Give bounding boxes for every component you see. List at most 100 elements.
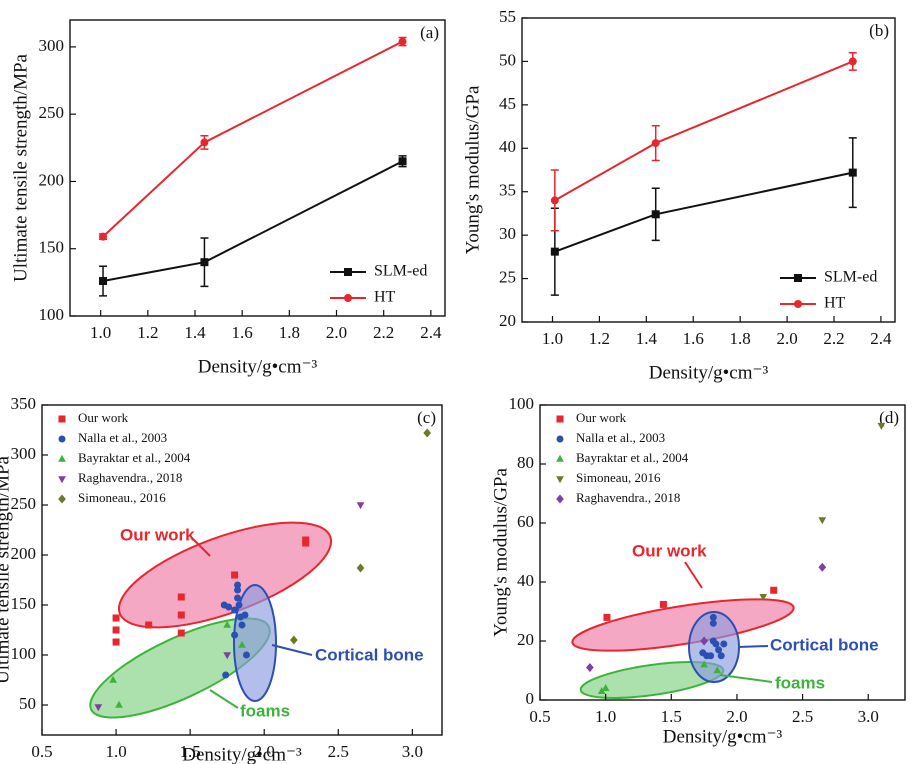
y-tick-label: 25 (499, 267, 516, 286)
marker (603, 613, 611, 621)
x-tick-label: 2.0 (254, 742, 275, 761)
y-tick-label: 0 (526, 689, 535, 708)
marker (651, 139, 660, 148)
x-tick-label: 1.4 (184, 323, 206, 342)
marker (222, 671, 230, 679)
x-tick-label: 1.8 (279, 323, 300, 342)
series-line (554, 60, 854, 202)
annotation: foams (775, 673, 825, 692)
marker (715, 646, 723, 654)
y-tick-label: 150 (39, 238, 65, 257)
x-tick-label: 2.4 (870, 329, 892, 348)
legend-label: Raghavendra., 2018 (78, 470, 182, 485)
y-tick-label: 45 (499, 94, 516, 113)
y-tick-label: 55 (499, 7, 516, 26)
y-tick-label: 35 (499, 181, 516, 200)
marker (200, 258, 209, 267)
x-tick-label: 1.0 (105, 742, 126, 761)
marker (302, 539, 310, 547)
panel-d-regions (571, 561, 795, 699)
marker (200, 138, 209, 147)
marker (556, 454, 564, 462)
x-tick-label: 2.0 (776, 329, 797, 348)
leader-line (737, 645, 769, 648)
marker (242, 651, 250, 659)
legend-label: Simoneau., 2016 (78, 490, 166, 505)
legend-label: Bayraktar et al., 2004 (78, 450, 191, 465)
x-tick-label: 2.5 (792, 707, 813, 726)
marker (58, 454, 66, 462)
marker (112, 638, 120, 646)
marker (709, 613, 717, 621)
x-tick-label: 1.0 (595, 707, 616, 726)
panel-label: (d) (879, 408, 899, 427)
leader-line (271, 644, 313, 656)
marker (58, 415, 66, 423)
y-tick-label: 100 (39, 305, 65, 324)
marker (145, 621, 153, 629)
plot-frame (69, 19, 446, 317)
marker (58, 494, 66, 504)
marker (398, 37, 407, 46)
marker (356, 563, 365, 573)
x-tick-label: 1.5 (661, 707, 682, 726)
marker (344, 294, 352, 302)
marker (112, 626, 120, 634)
x-tick-label: 0.5 (31, 742, 52, 761)
x-tick-label: 1.0 (90, 323, 111, 342)
marker (177, 611, 185, 619)
y-tick-label: 250 (11, 494, 37, 513)
marker (770, 586, 778, 594)
marker (344, 268, 352, 276)
marker (550, 247, 559, 256)
y-tick-label: 50 (19, 694, 36, 713)
leader-line (209, 689, 239, 709)
y-tick-label: 50 (499, 50, 516, 69)
plot-frame (539, 404, 906, 701)
legend-label: Simoneau, 2016 (576, 470, 661, 485)
x-tick-label: 1.8 (730, 329, 751, 348)
marker (99, 277, 108, 286)
legend-label: SLM-ed (824, 269, 877, 286)
annotation: Our work (632, 541, 707, 560)
y-tick-label: 40 (499, 137, 516, 156)
legend-label: Our work (576, 410, 627, 425)
series-line (102, 160, 404, 283)
marker (99, 232, 108, 241)
x-tick-label: 3.0 (858, 707, 879, 726)
annotation: Our work (120, 525, 195, 544)
marker (234, 594, 242, 602)
y-tick-label: 100 (509, 394, 535, 413)
marker (231, 631, 239, 639)
x-tick-label: 2.2 (823, 329, 844, 348)
x-tick-label: 1.2 (589, 329, 610, 348)
marker (556, 476, 564, 484)
x-tick-label: 1.4 (636, 329, 658, 348)
marker (112, 614, 120, 622)
y-tick-label: 200 (39, 170, 65, 189)
marker (234, 581, 242, 589)
marker (601, 684, 610, 691)
marker (713, 666, 722, 674)
marker (398, 157, 407, 166)
marker (794, 274, 802, 282)
annotation: foams (240, 701, 290, 720)
x-tick-label: 1.0 (542, 329, 563, 348)
x-tick-label: 1.6 (232, 323, 253, 342)
y-axis-title: Ultimate tensile strength/MPa (10, 53, 31, 282)
marker (818, 517, 827, 525)
y-axis-title: Young's modulus/GPa (462, 85, 483, 254)
plot-frame (41, 404, 443, 736)
marker (290, 635, 298, 645)
y-tick-label: 30 (499, 224, 516, 243)
marker (231, 606, 239, 614)
legend-label: Nalla et al., 2003 (78, 430, 167, 445)
marker (597, 686, 606, 694)
marker (586, 663, 594, 673)
marker (707, 652, 715, 660)
x-tick-label: 2.4 (420, 323, 442, 342)
legend-label: SLM-ed (374, 263, 427, 280)
x-tick-label: 1.2 (137, 323, 158, 342)
x-tick-label: 2.0 (326, 323, 347, 342)
x-axis-title: Density/g•cm⁻³ (663, 726, 783, 747)
